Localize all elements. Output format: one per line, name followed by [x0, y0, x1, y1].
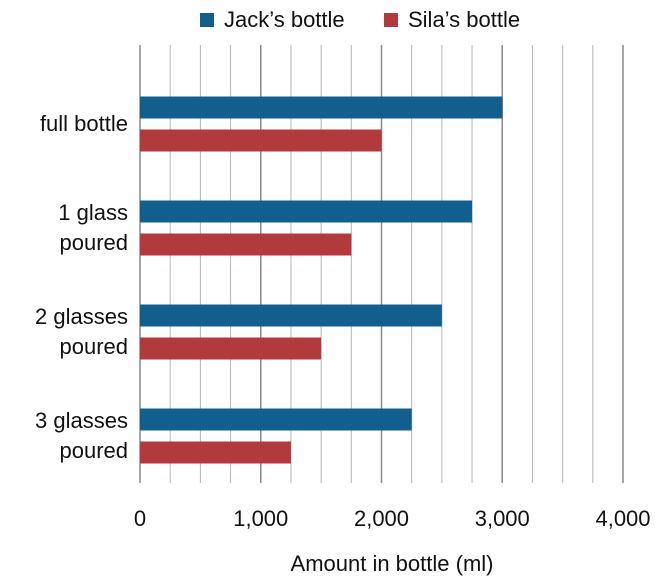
y-tick-label: full bottle — [39, 111, 128, 136]
x-tick-label: 1,000 — [233, 506, 288, 531]
bar — [140, 233, 352, 256]
x-tick-label: 0 — [134, 506, 146, 531]
legend-swatch — [384, 13, 398, 27]
x-tick-label: 4,000 — [595, 506, 650, 531]
bar — [140, 96, 503, 119]
bar — [140, 441, 291, 464]
legend-swatch — [200, 13, 214, 27]
x-tick-label: 2,000 — [354, 506, 409, 531]
x-tick-label: 3,000 — [475, 506, 530, 531]
bar — [140, 337, 322, 360]
bar — [140, 129, 382, 152]
y-tick-label: 1 glass poured — [58, 200, 128, 255]
legend-label: Jack’s bottle — [224, 7, 345, 32]
x-axis-title: Amount in bottle (ml) — [291, 551, 494, 576]
y-tick-label: 3 glasses poured — [35, 408, 128, 463]
bar — [140, 304, 442, 327]
legend-label: Sila’s bottle — [408, 7, 520, 32]
bar — [140, 408, 412, 431]
y-tick-label: 2 glasses poured — [35, 304, 128, 359]
bar — [140, 200, 473, 223]
